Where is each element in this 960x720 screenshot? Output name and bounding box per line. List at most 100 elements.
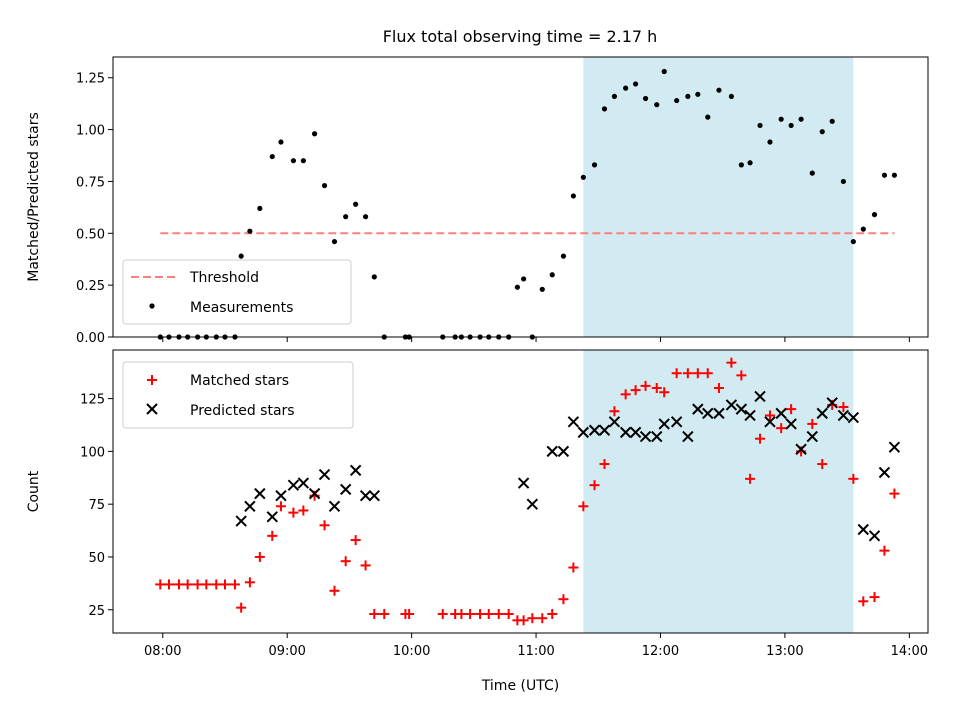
matched-star-point	[869, 592, 880, 603]
measurement-point	[716, 87, 722, 93]
measurement-point	[514, 284, 520, 290]
chart-title: Flux total observing time = 2.17 h	[383, 27, 658, 46]
matched-star-point	[182, 579, 193, 590]
top-y-tick-label: 0.00	[76, 331, 105, 346]
predicted-star-point	[868, 530, 881, 542]
matched-star-point	[483, 608, 494, 619]
matched-star-point	[173, 579, 184, 590]
measurement-point	[850, 238, 856, 245]
measurement-point	[549, 272, 555, 278]
predicted-star-point	[235, 515, 247, 527]
measurement-point	[311, 131, 318, 137]
measurement-point	[747, 160, 753, 166]
measurement-point	[321, 182, 328, 189]
predicted-star-point	[254, 487, 266, 500]
measurement-point	[891, 172, 898, 178]
measurement-point	[767, 139, 773, 145]
matched-star-point	[192, 579, 203, 590]
measurement-point	[728, 93, 735, 100]
x-tick-label: 12:00	[642, 644, 679, 659]
top-legend-box	[122, 259, 352, 325]
bottom-y-axis-label: Count	[26, 470, 42, 512]
bottom-y-tick-label: 50	[88, 551, 105, 566]
measurement-point	[560, 253, 567, 259]
predicted-star-point	[297, 477, 310, 489]
predicted-star-point	[287, 479, 300, 491]
matched-star-point	[726, 357, 737, 368]
predicted-star-point	[785, 418, 797, 430]
predicted-star-point	[266, 511, 278, 523]
x-tick-label: 10:00	[393, 644, 430, 659]
measurement-point	[278, 139, 284, 145]
matched-star-point	[558, 594, 569, 605]
matched-star-point	[267, 530, 278, 541]
predicted-star-points	[235, 390, 901, 542]
measurement-point	[580, 174, 586, 180]
legend-matched-label: Matched stars	[190, 373, 289, 389]
measurement-point	[362, 214, 369, 220]
bottom-y-tick-label: 75	[88, 498, 105, 513]
top-y-ticks: 0.00 0.25 0.50 0.75 1.00 1.25	[76, 72, 113, 346]
matched-star-point	[254, 551, 265, 562]
measurement-point	[521, 276, 527, 282]
matched-star-point	[319, 520, 330, 531]
top-y-tick-label: 0.75	[76, 175, 105, 190]
predicted-star-point	[826, 397, 838, 409]
measurement-point	[881, 172, 888, 178]
matched-star-point	[807, 418, 818, 429]
measurement-point	[788, 122, 794, 129]
matched-star-point	[155, 579, 166, 590]
matched-star-point	[288, 507, 299, 518]
measurement-point	[642, 95, 649, 102]
predicted-star-point	[359, 490, 372, 502]
predicted-star-point	[857, 523, 870, 536]
measurement-point	[840, 178, 846, 185]
measurement-point	[654, 102, 660, 108]
measurement-point	[661, 68, 667, 75]
measurement-point	[290, 158, 297, 164]
predicted-star-point	[275, 490, 287, 502]
predicted-star-point	[658, 418, 670, 430]
top-y-tick-label: 1.25	[76, 72, 105, 87]
matched-star-point	[879, 545, 890, 556]
measurement-point	[695, 91, 701, 97]
measurement-point	[809, 170, 815, 176]
predicted-star-point	[806, 430, 818, 443]
measurement-point	[829, 118, 835, 124]
matched-star-point	[340, 556, 351, 567]
predicted-star-point	[795, 443, 807, 455]
matched-star-point	[275, 501, 286, 512]
matched-star-point	[599, 459, 610, 470]
measurement-point	[798, 116, 804, 122]
legend-matched-swatch	[147, 375, 157, 385]
matched-star-point	[219, 579, 230, 590]
measurement-point	[674, 97, 680, 104]
measurement-point	[778, 116, 784, 122]
top-x-ticks	[162, 337, 910, 342]
measurement-point	[611, 93, 618, 100]
matched-star-point	[620, 389, 631, 400]
matched-star-points	[155, 357, 900, 626]
predicted-star-point	[682, 430, 694, 443]
measurement-point	[685, 93, 691, 100]
matched-star-point	[651, 383, 662, 394]
predicted-star-point	[816, 407, 828, 420]
measurement-point	[591, 162, 598, 168]
measurement-point	[623, 85, 629, 91]
predicted-star-point	[619, 426, 632, 439]
matched-star-point	[838, 402, 849, 413]
matched-star-point	[244, 577, 255, 588]
top-y-tick-label: 0.50	[76, 227, 105, 242]
bottom-legend-box	[122, 361, 354, 429]
measurement-point	[705, 114, 711, 120]
matched-star-point	[518, 615, 529, 626]
matched-star-point	[659, 387, 670, 398]
predicted-star-point	[349, 464, 362, 477]
predicted-star-point	[692, 403, 704, 415]
predicted-star-point	[670, 416, 683, 428]
matched-star-point	[630, 385, 641, 396]
matched-star-point	[640, 380, 651, 391]
bottom-y-tick-label: 25	[88, 604, 105, 619]
predicted-star-point	[318, 468, 331, 481]
